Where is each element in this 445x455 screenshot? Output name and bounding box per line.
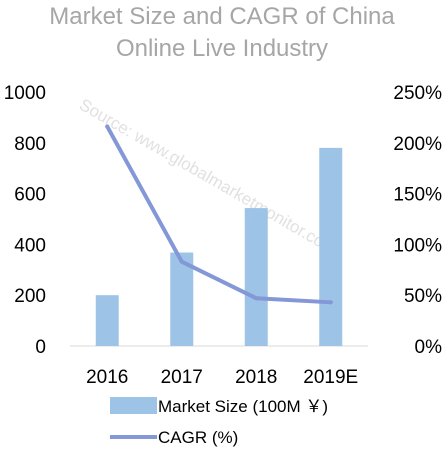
- y-left-tick-label: 800: [14, 134, 46, 155]
- x-tick-label: 2016: [86, 367, 128, 388]
- plot-area: 0 200 400 600 800 1000 0% 50% 100% 150% 200% 250% 20…: [4, 83, 442, 388]
- y-right-tick-label: 0%: [415, 337, 443, 358]
- point-cagr: [254, 296, 259, 301]
- y-left-tick-label: 600: [14, 185, 46, 206]
- y-left-tick-label: 200: [14, 286, 46, 307]
- legend-swatch-market-size: [110, 397, 157, 414]
- y-right-tick-label: 50%: [404, 286, 442, 307]
- bar-market-size: [244, 208, 268, 346]
- bar-market-size: [319, 147, 343, 346]
- line-cagr: [105, 124, 333, 305]
- x-tick-label: 2019E: [303, 367, 358, 388]
- y-left-tick-label: 0: [35, 337, 46, 358]
- point-cagr: [328, 300, 333, 305]
- legend-label-market-size: Market Size (100M ￥): [158, 397, 328, 416]
- x-tick-label: 2017: [161, 367, 203, 388]
- bar-market-size: [95, 295, 119, 346]
- chart-title-line-1: Market Size and CAGR of China: [49, 3, 395, 30]
- chart-title-line-2: Online Live Industry: [116, 35, 328, 62]
- legend-label-cagr: CAGR (%): [158, 428, 238, 447]
- y-right-tick-label: 100%: [393, 235, 442, 256]
- x-tick-label: 2018: [235, 367, 277, 388]
- y-right-tick-label: 200%: [393, 134, 442, 155]
- bar-market-size: [170, 252, 194, 346]
- y-right-tick-label: 150%: [393, 185, 442, 206]
- y-right-tick-label: 250%: [393, 83, 442, 104]
- y-left-tick-label: 1000: [4, 83, 46, 104]
- point-cagr: [105, 124, 110, 129]
- legend: Market Size (100M ￥) CAGR (%): [110, 397, 328, 447]
- y-left-tick-label: 400: [14, 235, 46, 256]
- point-cagr: [179, 259, 184, 264]
- watermark: Source: www.globalmarketmonitor.com: [76, 95, 340, 258]
